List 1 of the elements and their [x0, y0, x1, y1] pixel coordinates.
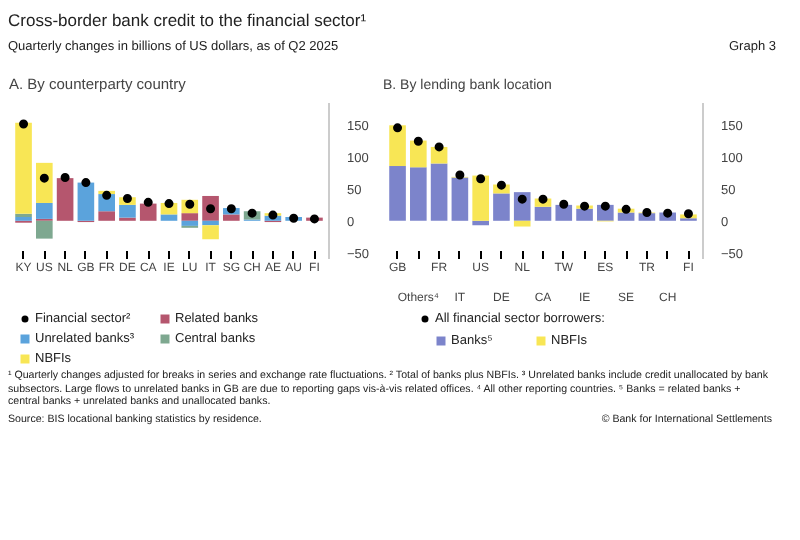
chart-title: Cross-border bank credit to the financial sector¹: [8, 8, 369, 33]
